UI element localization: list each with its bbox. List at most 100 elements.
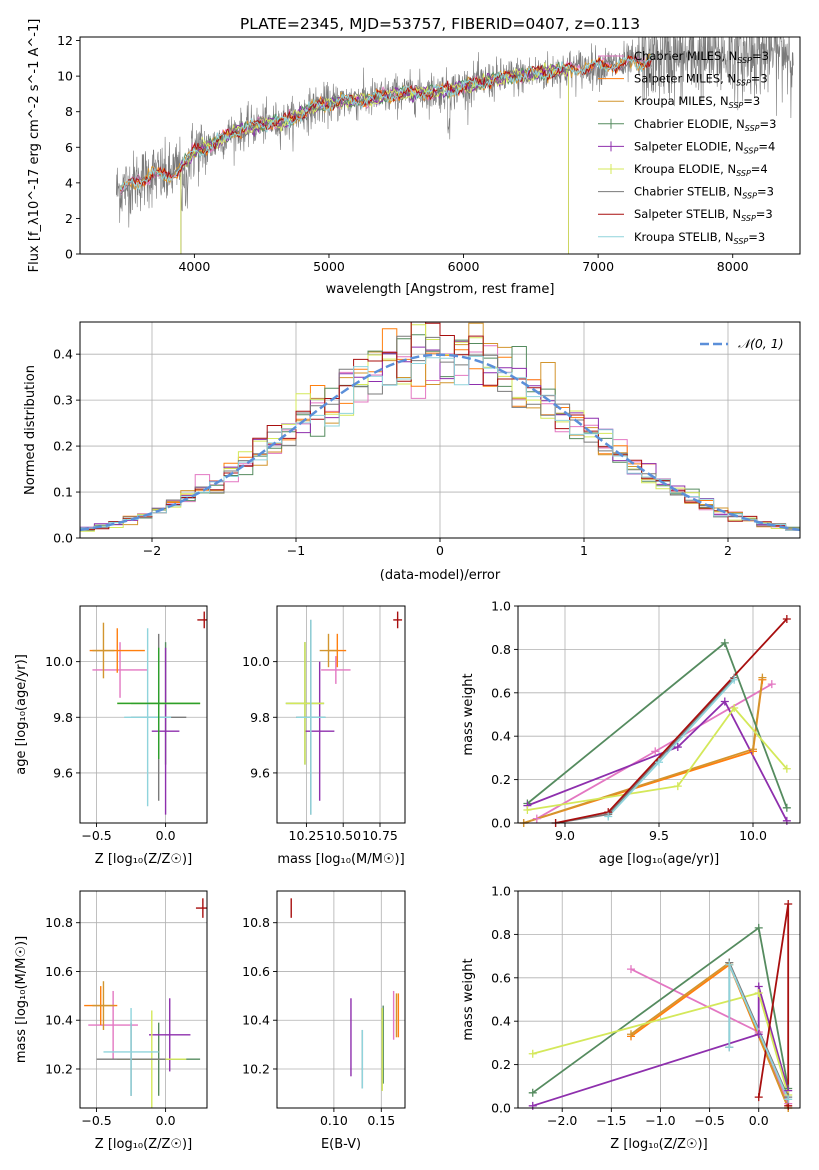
y-tick-label: 0: [65, 247, 73, 262]
y-tick-label: 0.1: [53, 485, 73, 500]
model-spectrum-kroupa-stelib: [119, 53, 652, 191]
axes-frame: [79, 36, 801, 255]
legend-label: Salpeter ELODIE, NSSP=4: [634, 139, 775, 155]
y-tick-label: 0.0: [491, 1101, 511, 1116]
weight-marker: [528, 1049, 537, 1058]
gaussian-curve: [80, 353, 800, 532]
x-tick-label: −1: [287, 543, 305, 558]
y-tick-label: 12: [57, 33, 73, 48]
y-tick-label: 0.4: [53, 347, 73, 362]
x-axis-label: mass [log₁₀(M/M☉)]: [277, 852, 404, 867]
y-tick-label: 0.0: [53, 531, 73, 546]
error-point: [393, 611, 403, 629]
legend-item: Chabrier MILES, NSSP=3: [598, 49, 769, 65]
x-tick-label: 10.25: [289, 828, 325, 843]
age_vs_Z-plot-area: [89, 611, 207, 815]
mass_vs_EBV-plot-area: [290, 898, 400, 1091]
axes-frame: [276, 890, 406, 1109]
weight-marker: [782, 764, 791, 773]
y-tick-label: 10: [57, 69, 73, 84]
spectrum-panel: 4000 5000 6000 7000 8000 0 2 4 6 8 10 12 wavelength …: [27, 19, 801, 297]
error-point: [92, 622, 115, 679]
error-point: [319, 633, 338, 668]
error-point: [88, 990, 138, 1060]
y-tick-label: 9.8: [53, 710, 73, 725]
y-tick-label: 10.2: [242, 1061, 270, 1076]
spectrum-legend: Chabrier MILES, NSSP=3 Salpeter MILES, NS…: [598, 49, 776, 246]
x-axis-label: Z [log₁₀(Z/Z☉)]: [95, 1137, 192, 1152]
y-tick-label: 10.2: [45, 1061, 73, 1076]
y-tick-label: 1.0: [491, 884, 511, 899]
y-tick-label: 6: [65, 140, 73, 155]
weight-marker: [749, 745, 757, 754]
spectrum-plot-area: [116, 37, 794, 254]
x-tick-label: −1.0: [645, 1113, 675, 1128]
x-axis-label: wavelength [Angstrom, rest frame]: [326, 282, 555, 297]
age_vs_Z-panel: −0.5 0.0 9.6 9.8 10.0 Z [log₁₀(Z/Z☉)] age [log…: [14, 605, 208, 867]
x-tick-label: −0.5: [81, 1113, 111, 1128]
legend-label: Salpeter MILES, NSSP=3: [634, 72, 768, 88]
error-point: [195, 898, 207, 918]
mass_vs_EBV-panel: 0.10 0.15 10.2 10.4 10.6 10.8 E(B-V): [242, 890, 406, 1152]
age_vs_mass-plot-area: [285, 611, 403, 815]
x-tick-label: −2.0: [547, 1113, 577, 1128]
y-tick-label: 4: [65, 175, 73, 190]
x-tick-label: 9.0: [555, 828, 575, 843]
x-tick-label: 0: [436, 543, 444, 558]
error-point: [296, 619, 326, 815]
x-tick-label: 4000: [178, 259, 210, 274]
x-tick-label: −1.5: [596, 1113, 626, 1128]
error-point: [321, 656, 351, 684]
y-tick-label: 10.8: [242, 915, 270, 930]
weight-line-chabrier-elodie: [526, 641, 788, 809]
error-point: [92, 981, 115, 1030]
weight-marker: [528, 1088, 537, 1097]
age_vs_mass-panel: 10.25 10.50 10.75 9.6 9.8 10.0 mass [log₁₀(M/M…: [242, 605, 406, 867]
x-tick-label: 5000: [313, 259, 345, 274]
error-point: [103, 1008, 159, 1096]
legend-label: 𝒩(0, 1): [738, 336, 784, 351]
weight-marker: [626, 1030, 635, 1039]
y-axis-label: mass weight: [461, 958, 476, 1040]
weight-marker: [767, 680, 776, 689]
x-tick-label: 0.0: [156, 828, 176, 843]
x-axis-label: E(B-V): [321, 1137, 361, 1152]
legend-label: Kroupa ELODIE, NSSP=4: [634, 162, 768, 178]
weight-marker: [754, 988, 763, 997]
legend-item: Kroupa MILES, NSSP=3: [598, 94, 760, 110]
x-axis-label: (data-model)/error: [380, 568, 501, 583]
weight-line-salpeter-elodie: [532, 986, 790, 1107]
y-tick-label: 0.3: [53, 393, 73, 408]
weight-marker: [782, 615, 791, 624]
x-tick-label: 1: [580, 543, 588, 558]
weight-line-kroupa-elodie: [527, 706, 788, 811]
weight-marker: [754, 1093, 763, 1102]
x-tick-label: 8000: [717, 259, 749, 274]
weight-marker: [720, 638, 729, 647]
weight-marker: [725, 960, 734, 969]
y-tick-label: 9.6: [250, 765, 270, 780]
weight-marker: [782, 803, 791, 812]
y-tick-label: 10.0: [242, 654, 270, 669]
weight-marker: [758, 673, 767, 682]
y-tick-label: 10.6: [242, 964, 270, 979]
y-tick-label: 8: [65, 104, 73, 119]
error-point: [197, 611, 207, 629]
weight-marker: [782, 816, 791, 825]
histogram-chabrier-stelib: [80, 335, 800, 530]
y-tick-label: 0.4: [491, 1014, 511, 1029]
y-tick-label: 0.2: [491, 1057, 511, 1072]
x-tick-label: −0.5: [81, 828, 111, 843]
x-tick-label: 10.50: [325, 828, 361, 843]
legend-item: Salpeter ELODIE, NSSP=4: [598, 139, 775, 155]
legend-item: Kroupa STELIB, NSSP=3: [598, 230, 765, 246]
y-tick-label: 0.6: [491, 970, 511, 985]
x-tick-label: 0.15: [367, 1113, 395, 1128]
histogram-salpeter-stelib: [80, 322, 800, 531]
y-tick-label: 10.4: [242, 1013, 270, 1028]
weight-marker: [730, 703, 739, 712]
weight-marker: [626, 965, 635, 974]
error-point: [151, 647, 180, 815]
legend-item: Chabrier STELIB, NSSP=3: [598, 185, 774, 201]
weight-marker: [754, 923, 763, 932]
